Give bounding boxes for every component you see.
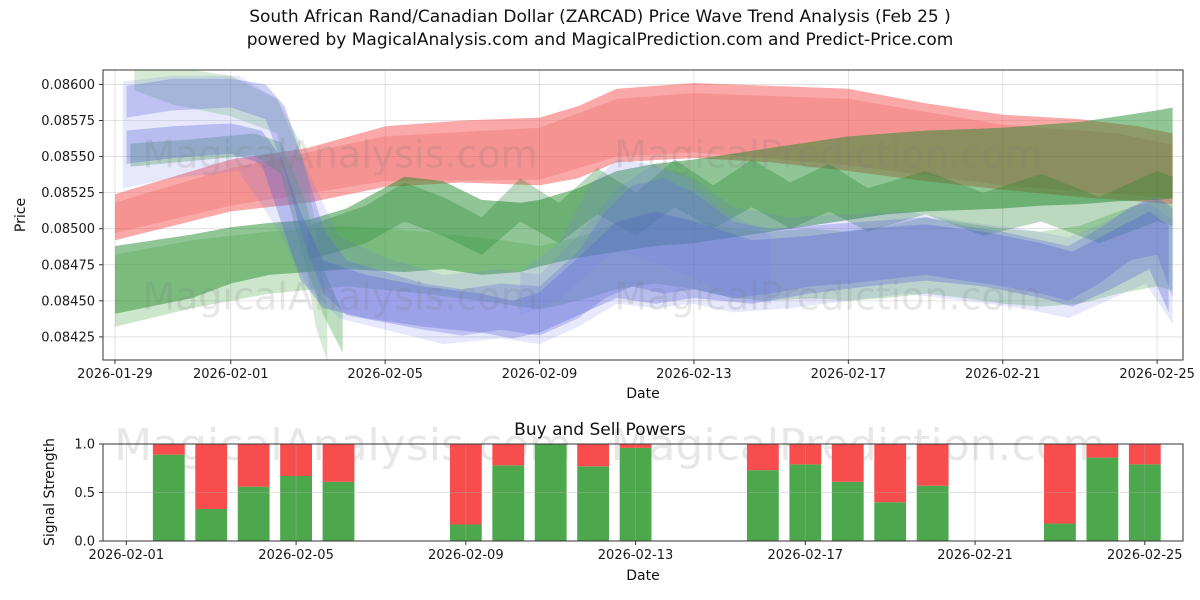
y-tick-label: 0.08600 [41, 78, 95, 93]
x-tick-label: 2026-02-01 [193, 367, 269, 382]
sell-power-bar [322, 444, 355, 482]
x-tick-label: 2026-02-17 [768, 548, 844, 563]
buy-power-bar [577, 466, 610, 541]
buy-power-bar [322, 481, 355, 541]
band-green-zigzag-overlay [308, 159, 1173, 261]
sell-power-bar [874, 444, 907, 503]
signal-chart: MagicalAnalysis.comMagicalPrediction.com… [74, 420, 1184, 563]
signal-axis-label: Signal Strength [42, 437, 58, 547]
signal-xaxis-label: Date [626, 568, 660, 584]
y-tick-label: 0.08425 [41, 330, 95, 345]
buy-power-bar [1086, 457, 1119, 541]
watermark-text: MagicalPrediction.com [614, 275, 1042, 319]
x-tick-label: 2026-01-29 [77, 367, 153, 382]
band-lavender-mid-bump [520, 159, 772, 316]
y-tick-label: 0.08550 [41, 150, 95, 165]
y-tick-label: 0.5 [74, 486, 95, 501]
sell-power-bar [831, 444, 864, 482]
x-tick-label: 2026-02-05 [347, 367, 423, 382]
band-blue-second-track [126, 123, 1169, 339]
sell-power-bar [1044, 444, 1076, 524]
buy-power-bar [1128, 464, 1161, 541]
watermark-text: MagicalAnalysis.com [142, 133, 537, 177]
buy-power-bar [874, 502, 907, 541]
band-red-forecast-main [115, 83, 1173, 241]
sell-power-bar [195, 444, 228, 509]
x-tick-label: 2026-02-13 [598, 548, 674, 563]
x-tick-label: 2026-02-13 [656, 367, 732, 382]
axes-spine [102, 69, 1184, 361]
band-red-forecast-inner [115, 93, 1173, 233]
band-blue-upper-plunge [126, 78, 1173, 336]
signal-chart-title: Buy and Sell Powers [514, 420, 686, 440]
watermark-text: MagicalAnalysis.com [142, 275, 537, 319]
x-tick-label: 2026-02-01 [89, 548, 165, 563]
sell-power-bar [619, 444, 652, 448]
y-tick-label: 0.08500 [41, 222, 95, 237]
band-green-upper-left-band [130, 133, 343, 353]
x-tick-label: 2026-02-17 [811, 367, 887, 382]
y-tick-label: 0.08575 [41, 114, 95, 129]
sell-power-bar [789, 444, 822, 465]
buy-power-bar [534, 444, 567, 541]
figure-title-line1: South African Rand/Canadian Dollar (ZARC… [249, 7, 951, 27]
buy-power-bar [789, 464, 822, 541]
price-chart: MagicalAnalysis.com MagicalPrediction.com… [41, 69, 1195, 382]
y-tick-label: 0.08525 [41, 186, 95, 201]
buy-power-bar [280, 476, 312, 541]
y-tick-label: 1.0 [74, 438, 95, 453]
band-green-forecast-light [115, 199, 1173, 327]
buy-power-bar [492, 465, 525, 541]
price-xaxis-label: Date [626, 386, 660, 402]
buy-power-bar [746, 470, 779, 541]
sell-power-bar [1086, 444, 1119, 458]
wave-bands [115, 70, 1173, 360]
x-tick-label: 2026-02-21 [937, 548, 1013, 563]
sell-power-bar [746, 444, 779, 471]
x-tick-label: 2026-02-25 [1119, 367, 1195, 382]
buy-power-bar [152, 454, 185, 541]
watermark-text: MagicalPrediction.com [614, 133, 1042, 177]
buy-power-bar [916, 485, 949, 541]
sell-power-bar [916, 444, 949, 486]
y-tick-label: 0.08475 [41, 258, 95, 273]
sell-power-bar [152, 444, 185, 455]
price-axis-label: Price [13, 197, 29, 233]
x-tick-label: 2026-02-05 [258, 548, 334, 563]
x-tick-label: 2026-02-09 [502, 367, 578, 382]
sell-power-bar [1128, 444, 1161, 465]
sell-power-bar [449, 444, 482, 525]
buy-power-bar [619, 447, 652, 541]
y-tick-label: 0.08450 [41, 294, 95, 309]
sell-power-bar [280, 444, 312, 477]
buy-power-bar [1044, 523, 1076, 541]
buy-power-bar [831, 481, 864, 541]
figure-title-line2: powered by MagicalAnalysis.com and Magic… [246, 30, 954, 50]
sell-power-bar [237, 444, 270, 487]
band-green-forecast-main [115, 107, 1173, 314]
x-tick-label: 2026-02-21 [965, 367, 1041, 382]
band-blue-wide-halo [122, 75, 1173, 345]
buy-power-bar [237, 486, 270, 541]
sell-power-bar [577, 444, 610, 467]
buy-power-bar [449, 524, 482, 541]
sell-power-bar [492, 444, 525, 466]
buy-power-bar [195, 508, 228, 541]
x-tick-label: 2026-02-25 [1107, 548, 1183, 563]
y-tick-label: 0.0 [74, 535, 95, 550]
x-tick-label: 2026-02-09 [428, 548, 504, 563]
